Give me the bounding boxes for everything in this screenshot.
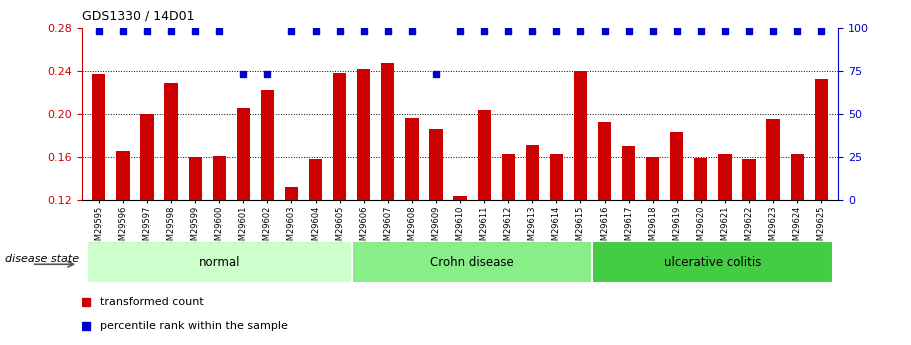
Bar bbox=[429, 129, 443, 200]
Text: ulcerative colitis: ulcerative colitis bbox=[664, 256, 762, 269]
Bar bbox=[766, 119, 780, 200]
Bar bbox=[285, 187, 298, 200]
Bar bbox=[742, 159, 755, 200]
Bar bbox=[237, 108, 250, 200]
Text: Crohn disease: Crohn disease bbox=[430, 256, 514, 269]
Bar bbox=[477, 110, 491, 200]
Bar bbox=[405, 118, 418, 200]
Bar bbox=[592, 241, 834, 283]
Bar bbox=[791, 154, 804, 200]
Bar bbox=[718, 154, 732, 200]
Bar bbox=[261, 90, 274, 200]
Bar bbox=[670, 132, 683, 200]
Text: normal: normal bbox=[199, 256, 240, 269]
Bar bbox=[574, 71, 587, 200]
Text: percentile rank within the sample: percentile rank within the sample bbox=[100, 321, 288, 331]
Bar bbox=[352, 241, 592, 283]
Bar bbox=[381, 63, 394, 200]
Text: transformed count: transformed count bbox=[100, 297, 204, 307]
Bar bbox=[333, 73, 346, 200]
Bar bbox=[140, 114, 154, 200]
Text: GDS1330 / 14D01: GDS1330 / 14D01 bbox=[82, 10, 194, 23]
Bar bbox=[502, 154, 515, 200]
Bar bbox=[598, 122, 611, 200]
Bar bbox=[92, 74, 106, 200]
Bar bbox=[117, 150, 129, 200]
Text: disease state: disease state bbox=[5, 254, 78, 264]
Bar bbox=[454, 196, 466, 200]
Bar bbox=[814, 79, 828, 200]
Bar bbox=[212, 156, 226, 200]
Bar bbox=[357, 69, 371, 200]
Bar bbox=[526, 145, 539, 200]
Bar bbox=[694, 158, 708, 200]
Bar bbox=[622, 146, 635, 200]
Bar bbox=[646, 157, 660, 200]
Bar bbox=[309, 159, 322, 200]
Bar bbox=[549, 154, 563, 200]
Bar bbox=[87, 241, 352, 283]
Bar bbox=[165, 82, 178, 200]
Bar bbox=[189, 157, 202, 200]
